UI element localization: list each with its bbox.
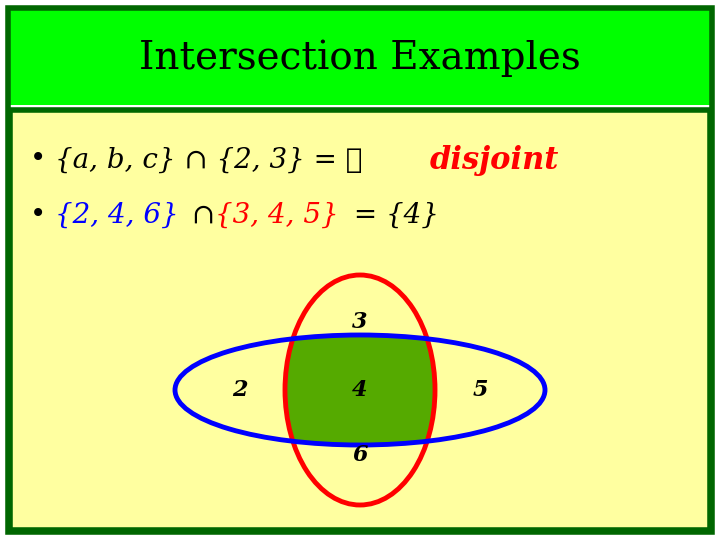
Text: = {4}: = {4} [345, 201, 439, 228]
Text: {3, 4, 5}: {3, 4, 5} [215, 201, 338, 228]
Text: 4: 4 [352, 379, 368, 401]
Text: 2: 2 [233, 379, 248, 401]
FancyBboxPatch shape [10, 10, 710, 105]
Text: disjoint: disjoint [430, 145, 559, 176]
Text: •: • [30, 201, 46, 228]
Text: 5: 5 [472, 379, 487, 401]
Text: 6: 6 [352, 444, 368, 466]
Text: Intersection Examples: Intersection Examples [139, 39, 581, 77]
Text: 3: 3 [352, 311, 368, 333]
Text: {a, b, c} ∩ {2, 3} = ∅: {a, b, c} ∩ {2, 3} = ∅ [55, 146, 362, 173]
Ellipse shape [285, 275, 435, 505]
Text: •: • [30, 146, 46, 173]
Text: ∩: ∩ [183, 201, 224, 228]
FancyBboxPatch shape [10, 110, 710, 530]
Text: {2, 4, 6}: {2, 4, 6} [55, 201, 179, 228]
